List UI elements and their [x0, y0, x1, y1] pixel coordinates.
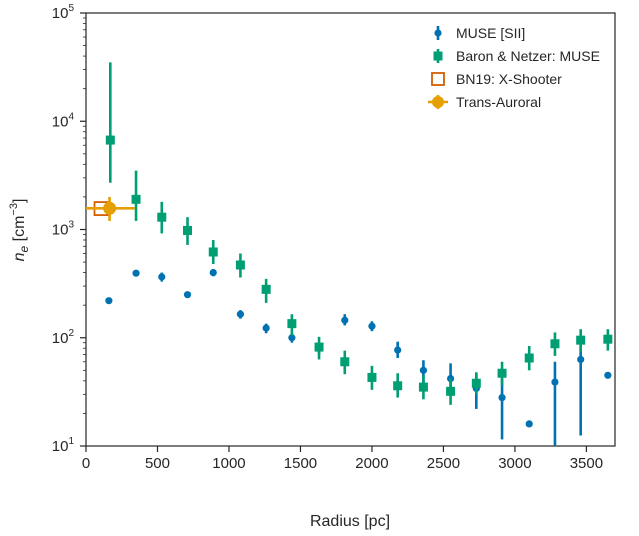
data-point [550, 339, 560, 349]
data-point [393, 381, 403, 391]
x-tick-label: 3500 [570, 455, 603, 472]
data-point [287, 319, 297, 329]
data-point [105, 297, 113, 305]
x-axis-ticks: 0 500 1000 1500 2000 2500 3000 3500 [82, 446, 603, 472]
data-point [498, 393, 506, 402]
legend-label: BN19: X-Shooter [456, 71, 562, 87]
data-point [236, 310, 245, 318]
data-point [209, 268, 217, 277]
data-point [576, 335, 586, 345]
legend-marker [434, 29, 442, 37]
data-series [86, 62, 613, 446]
data-point [183, 225, 193, 235]
y-tick-label: 105 [52, 3, 75, 22]
data-point [551, 378, 559, 386]
y-axis-label: ne [cm−3] [8, 199, 31, 262]
x-tick-label: 500 [145, 455, 170, 472]
data-point [603, 334, 613, 344]
legend-item: Trans-Auroral [428, 94, 541, 110]
data-point [158, 273, 166, 281]
y-tick-label: 101 [52, 436, 75, 455]
data-point [419, 366, 428, 374]
data-point [183, 291, 192, 299]
data-point [497, 368, 507, 378]
data-point [131, 194, 141, 204]
data-point [471, 378, 481, 388]
data-point [314, 342, 324, 352]
legend-item: BN19: X-Shooter [431, 71, 562, 87]
x-tick-label: 1500 [284, 455, 317, 472]
series-baron-netzer-muse [105, 62, 613, 405]
data-point [157, 212, 167, 222]
data-point [525, 420, 533, 428]
data-point [132, 269, 140, 277]
legend-label: Baron & Netzer: MUSE [456, 48, 600, 64]
data-point [418, 382, 428, 392]
data-point [235, 260, 245, 270]
x-axis-label: Radius [pc] [310, 513, 390, 530]
legend: MUSE [SII] Baron & Netzer: MUSE BN19: X-Sh… [428, 25, 600, 110]
data-point [604, 371, 612, 379]
legend-label: MUSE [SII] [456, 25, 525, 41]
data-point [524, 353, 534, 363]
legend-marker [433, 51, 443, 61]
legend-item: Baron & Netzer: MUSE [433, 48, 600, 64]
data-point [340, 357, 350, 367]
x-tick-label: 1000 [212, 455, 245, 472]
legend-marker [432, 96, 444, 108]
data-point [368, 322, 376, 330]
data-point [394, 346, 402, 354]
x-tick-label: 2000 [355, 455, 388, 472]
y-axis-ticks: 101 102 103 104 105 [52, 3, 86, 455]
data-point [367, 372, 377, 382]
y-tick-label: 104 [52, 111, 75, 130]
data-point [341, 316, 349, 324]
series-muse-sii- [105, 268, 612, 446]
legend-item: MUSE [SII] [434, 25, 525, 41]
legend-marker [431, 72, 445, 86]
x-tick-label: 2500 [427, 455, 460, 472]
legend-label: Trans-Auroral [456, 94, 541, 110]
x-tick-label: 3000 [498, 455, 531, 472]
data-point [262, 324, 270, 332]
data-point [288, 334, 296, 342]
data-point [261, 284, 271, 294]
data-point [105, 135, 115, 145]
y-tick-label: 103 [52, 220, 75, 239]
data-point [103, 201, 117, 215]
series-trans-auroral [86, 196, 135, 221]
data-point [446, 386, 456, 396]
data-point [208, 247, 218, 257]
x-tick-label: 0 [82, 455, 90, 472]
data-point [577, 355, 585, 364]
y-tick-label: 102 [52, 328, 75, 347]
